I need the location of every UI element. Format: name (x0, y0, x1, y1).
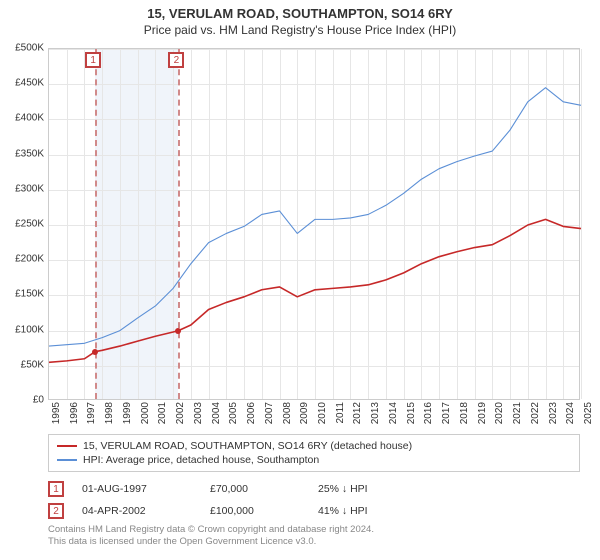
legend-swatch (57, 459, 77, 461)
event-price: £70,000 (210, 483, 300, 495)
event-date: 01-AUG-1997 (82, 483, 192, 495)
x-tick-label: 2009 (299, 402, 310, 424)
y-tick-label: £350K (4, 148, 44, 159)
x-tick-label: 2003 (193, 402, 204, 424)
event-row: 1 01-AUG-1997 £70,000 25% ↓ HPI (48, 478, 580, 500)
x-tick-label: 2002 (175, 402, 186, 424)
series-marker-dot (175, 328, 181, 334)
series-lines (49, 49, 579, 399)
event-date: 04-APR-2002 (82, 505, 192, 517)
x-tick-label: 2016 (423, 402, 434, 424)
x-tick-label: 2008 (282, 402, 293, 424)
legend-row: 15, VERULAM ROAD, SOUTHAMPTON, SO14 6RY … (57, 439, 571, 453)
y-tick-label: £450K (4, 78, 44, 89)
x-tick-label: 2018 (459, 402, 470, 424)
chart-subtitle: Price paid vs. HM Land Registry's House … (0, 21, 600, 43)
legend-label: 15, VERULAM ROAD, SOUTHAMPTON, SO14 6RY … (83, 440, 412, 452)
series-marker-dot (92, 349, 98, 355)
y-tick-label: £150K (4, 289, 44, 300)
y-tick-label: £50K (4, 359, 44, 370)
y-tick-label: £0 (4, 395, 44, 406)
gridline-v (581, 49, 582, 399)
x-tick-label: 1996 (69, 402, 80, 424)
event-diff: 41% ↓ HPI (318, 505, 438, 517)
x-tick-label: 1997 (86, 402, 97, 424)
x-tick-label: 2024 (565, 402, 576, 424)
x-tick-label: 2015 (406, 402, 417, 424)
x-tick-label: 2005 (228, 402, 239, 424)
legend: 15, VERULAM ROAD, SOUTHAMPTON, SO14 6RY … (48, 434, 580, 472)
event-row: 2 04-APR-2002 £100,000 41% ↓ HPI (48, 500, 580, 522)
event-marker-2: 2 (48, 503, 64, 519)
y-tick-label: £250K (4, 219, 44, 230)
x-tick-label: 2004 (211, 402, 222, 424)
x-tick-label: 2012 (352, 402, 363, 424)
x-tick-label: 2007 (264, 402, 275, 424)
chart-container: 15, VERULAM ROAD, SOUTHAMPTON, SO14 6RY … (0, 0, 600, 560)
legend-swatch (57, 445, 77, 447)
x-tick-label: 2014 (388, 402, 399, 424)
footer-line: Contains HM Land Registry data © Crown c… (48, 524, 580, 536)
event-line (178, 49, 180, 399)
chart-title: 15, VERULAM ROAD, SOUTHAMPTON, SO14 6RY (0, 0, 600, 21)
x-tick-label: 2020 (494, 402, 505, 424)
event-line (95, 49, 97, 399)
x-tick-label: 2022 (530, 402, 541, 424)
legend-label: HPI: Average price, detached house, Sout… (83, 454, 319, 466)
x-tick-label: 2021 (512, 402, 523, 424)
events-table: 1 01-AUG-1997 £70,000 25% ↓ HPI 2 04-APR… (48, 478, 580, 522)
x-tick-label: 2000 (140, 402, 151, 424)
y-tick-label: £300K (4, 183, 44, 194)
plot-area (48, 48, 580, 400)
x-tick-label: 2025 (583, 402, 594, 424)
x-tick-label: 2001 (157, 402, 168, 424)
y-tick-label: £500K (4, 43, 44, 54)
y-tick-label: £400K (4, 113, 44, 124)
x-tick-label: 2010 (317, 402, 328, 424)
event-diff: 25% ↓ HPI (318, 483, 438, 495)
footer-line: This data is licensed under the Open Gov… (48, 536, 580, 548)
event-marker-box: 1 (85, 52, 101, 68)
event-marker-box: 2 (168, 52, 184, 68)
x-tick-label: 1998 (104, 402, 115, 424)
series-hpi (49, 88, 581, 346)
footer: Contains HM Land Registry data © Crown c… (48, 524, 580, 549)
y-tick-label: £200K (4, 254, 44, 265)
event-marker-1: 1 (48, 481, 64, 497)
x-tick-label: 2006 (246, 402, 257, 424)
x-tick-label: 2011 (335, 402, 346, 424)
y-tick-label: £100K (4, 324, 44, 335)
x-tick-label: 2019 (477, 402, 488, 424)
event-price: £100,000 (210, 505, 300, 517)
x-tick-label: 2023 (548, 402, 559, 424)
legend-row: HPI: Average price, detached house, Sout… (57, 453, 571, 467)
x-tick-label: 1999 (122, 402, 133, 424)
x-tick-label: 2017 (441, 402, 452, 424)
x-tick-label: 2013 (370, 402, 381, 424)
series-price_paid (49, 219, 581, 362)
x-tick-label: 1995 (51, 402, 62, 424)
